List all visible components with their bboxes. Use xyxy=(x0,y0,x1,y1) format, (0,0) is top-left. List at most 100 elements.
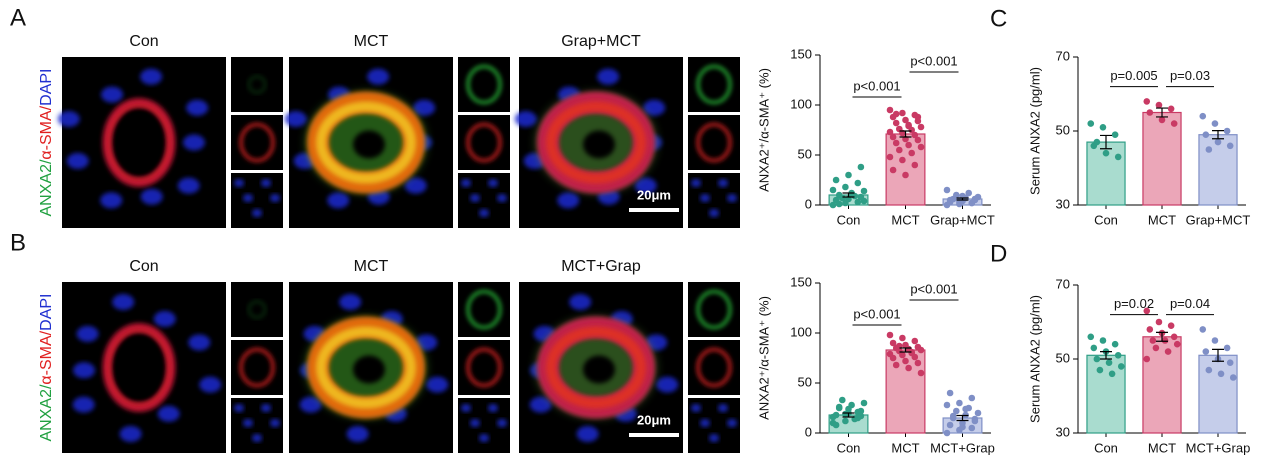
data-point xyxy=(842,417,849,425)
data-point xyxy=(911,131,919,139)
data-point xyxy=(899,334,906,342)
p-value-label: p=0.04 xyxy=(1170,296,1210,311)
data-point xyxy=(1173,340,1181,348)
data-point xyxy=(908,149,916,157)
data-point xyxy=(832,176,840,184)
y-tick-label: 150 xyxy=(790,274,812,289)
data-point xyxy=(905,141,912,149)
panel-letter: C xyxy=(990,5,1007,32)
p-value-label: p<0.001 xyxy=(910,53,957,68)
image-title: MCT xyxy=(354,258,389,275)
y-tick-label: 50 xyxy=(1056,350,1070,365)
x-tick-label: Con xyxy=(837,212,861,227)
stain-part: ANXA2/ xyxy=(38,384,55,441)
y-tick-label: 50 xyxy=(798,374,812,389)
data-point xyxy=(829,413,837,421)
data-point xyxy=(886,106,894,114)
image-title: Con xyxy=(129,33,158,50)
y-tick-label: 70 xyxy=(1056,276,1070,291)
data-point xyxy=(854,198,862,206)
data-point xyxy=(892,110,900,118)
data-point xyxy=(835,200,843,208)
data-point xyxy=(949,412,957,420)
micrograph xyxy=(57,57,283,228)
data-point xyxy=(1211,337,1219,344)
data-point xyxy=(1149,337,1157,344)
y-tick-label: 100 xyxy=(790,324,812,339)
data-point xyxy=(914,113,922,121)
data-point xyxy=(1114,352,1122,359)
data-point xyxy=(1111,340,1119,348)
data-point xyxy=(902,171,909,179)
y-tick-label: 100 xyxy=(790,96,812,111)
scale-bar-label: 20μm xyxy=(637,187,671,202)
data-point xyxy=(917,369,925,377)
data-point xyxy=(892,119,900,127)
p-value-label: p=0.005 xyxy=(1110,68,1157,83)
y-axis-label: Serum ANXA2 (pg/ml) xyxy=(1027,295,1042,423)
data-point xyxy=(959,423,966,431)
error-bar xyxy=(1156,107,1168,118)
data-point xyxy=(911,353,919,361)
data-point xyxy=(886,331,894,339)
data-point xyxy=(899,351,906,359)
data-point xyxy=(1108,370,1116,378)
bar xyxy=(1142,111,1182,206)
data-point xyxy=(892,361,900,369)
data-point xyxy=(946,196,954,204)
x-tick-label: MCT+Grap xyxy=(930,440,995,455)
data-point xyxy=(914,136,922,144)
error-bar xyxy=(956,197,969,201)
data-point xyxy=(889,339,897,347)
data-point xyxy=(917,346,925,354)
x-tick-label: MCT xyxy=(1148,212,1176,227)
data-point xyxy=(835,403,843,411)
y-tick-label: 0 xyxy=(805,196,812,211)
y-tick-label: 0 xyxy=(805,424,812,439)
micrograph xyxy=(519,282,740,453)
data-point xyxy=(1093,138,1101,146)
data-point xyxy=(886,153,894,161)
data-point xyxy=(1099,337,1107,344)
data-point xyxy=(946,421,954,429)
stain-part: DAPI xyxy=(38,294,55,331)
micrograph xyxy=(62,282,283,453)
data-point xyxy=(889,133,897,141)
data-point xyxy=(911,161,919,169)
bar xyxy=(1198,354,1238,434)
p-value-label: p=0.02 xyxy=(1114,296,1154,311)
y-tick-label: 30 xyxy=(1056,424,1070,439)
data-point xyxy=(842,410,849,418)
data-point xyxy=(1199,112,1207,120)
error-bar xyxy=(956,414,969,422)
image-title: MCT xyxy=(354,33,389,50)
data-point xyxy=(1117,363,1125,370)
data-point xyxy=(1099,124,1107,131)
stain-part: ANXA2/ xyxy=(38,159,55,216)
data-point xyxy=(1105,359,1113,367)
data-point xyxy=(1229,374,1237,381)
panel-letter: A xyxy=(10,4,26,31)
p-value-label: p<0.001 xyxy=(853,78,900,93)
y-tick-label: 30 xyxy=(1056,196,1070,211)
data-point xyxy=(1170,333,1178,341)
data-point xyxy=(974,409,982,417)
data-point xyxy=(1211,120,1219,127)
scale-bar-label: 20μm xyxy=(637,412,671,427)
x-tick-label: Grap+MCT xyxy=(1186,212,1251,227)
data-point xyxy=(1170,120,1178,127)
data-point xyxy=(902,357,909,365)
stain-part: α-SMA/ xyxy=(38,330,55,384)
data-point xyxy=(889,166,897,174)
micrograph xyxy=(514,57,740,228)
data-point xyxy=(1155,101,1163,109)
data-point xyxy=(911,337,919,345)
x-tick-label: Grap+MCT xyxy=(930,212,995,227)
data-point xyxy=(962,405,969,413)
data-point xyxy=(889,354,897,362)
p-value-label: p=0.03 xyxy=(1170,68,1210,83)
data-point xyxy=(905,364,912,372)
data-point xyxy=(902,116,909,124)
image-panels xyxy=(57,57,740,453)
data-point xyxy=(1143,98,1151,105)
